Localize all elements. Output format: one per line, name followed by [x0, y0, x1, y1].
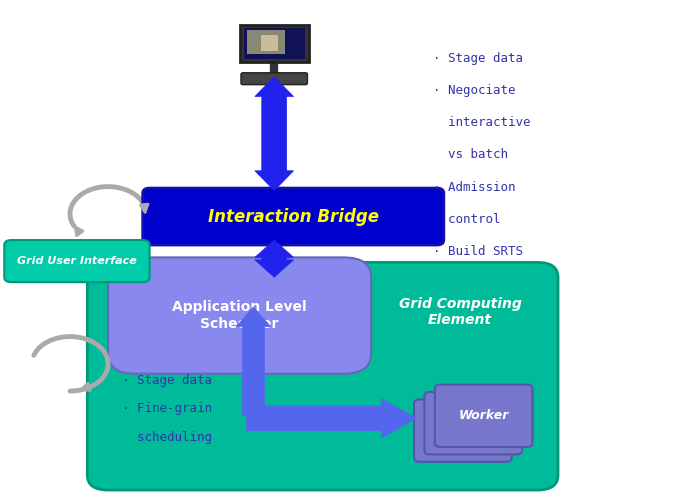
Text: · Fine-grain: · Fine-grain: [122, 402, 212, 415]
FancyBboxPatch shape: [435, 385, 532, 447]
Text: vs batch: vs batch: [433, 148, 509, 161]
FancyBboxPatch shape: [414, 399, 511, 462]
Text: Interaction Bridge: Interaction Bridge: [208, 207, 379, 226]
FancyBboxPatch shape: [240, 25, 309, 62]
Text: · Build SRTS: · Build SRTS: [433, 245, 523, 258]
Polygon shape: [255, 77, 294, 191]
Text: control: control: [433, 213, 501, 226]
FancyBboxPatch shape: [87, 262, 558, 490]
Text: · Stage data: · Stage data: [122, 374, 212, 387]
Text: · Negociate: · Negociate: [433, 84, 516, 97]
Text: interactive: interactive: [433, 116, 531, 129]
FancyBboxPatch shape: [424, 392, 522, 454]
Text: Grid User Interface: Grid User Interface: [17, 256, 137, 266]
FancyBboxPatch shape: [241, 73, 308, 85]
FancyBboxPatch shape: [4, 240, 150, 282]
Text: Worker: Worker: [459, 409, 509, 422]
Polygon shape: [247, 398, 416, 438]
Polygon shape: [255, 240, 294, 277]
FancyBboxPatch shape: [244, 28, 305, 59]
FancyBboxPatch shape: [143, 188, 444, 245]
Text: · Stage data: · Stage data: [433, 52, 523, 65]
Text: Grid Computing
Element: Grid Computing Element: [398, 297, 521, 327]
FancyBboxPatch shape: [108, 257, 371, 374]
FancyBboxPatch shape: [247, 30, 286, 54]
Text: Application Level
Scheduler: Application Level Scheduler: [173, 300, 307, 331]
Polygon shape: [236, 307, 271, 416]
Text: scheduling: scheduling: [122, 431, 212, 444]
FancyBboxPatch shape: [261, 35, 279, 51]
Text: · Admission: · Admission: [433, 181, 516, 194]
